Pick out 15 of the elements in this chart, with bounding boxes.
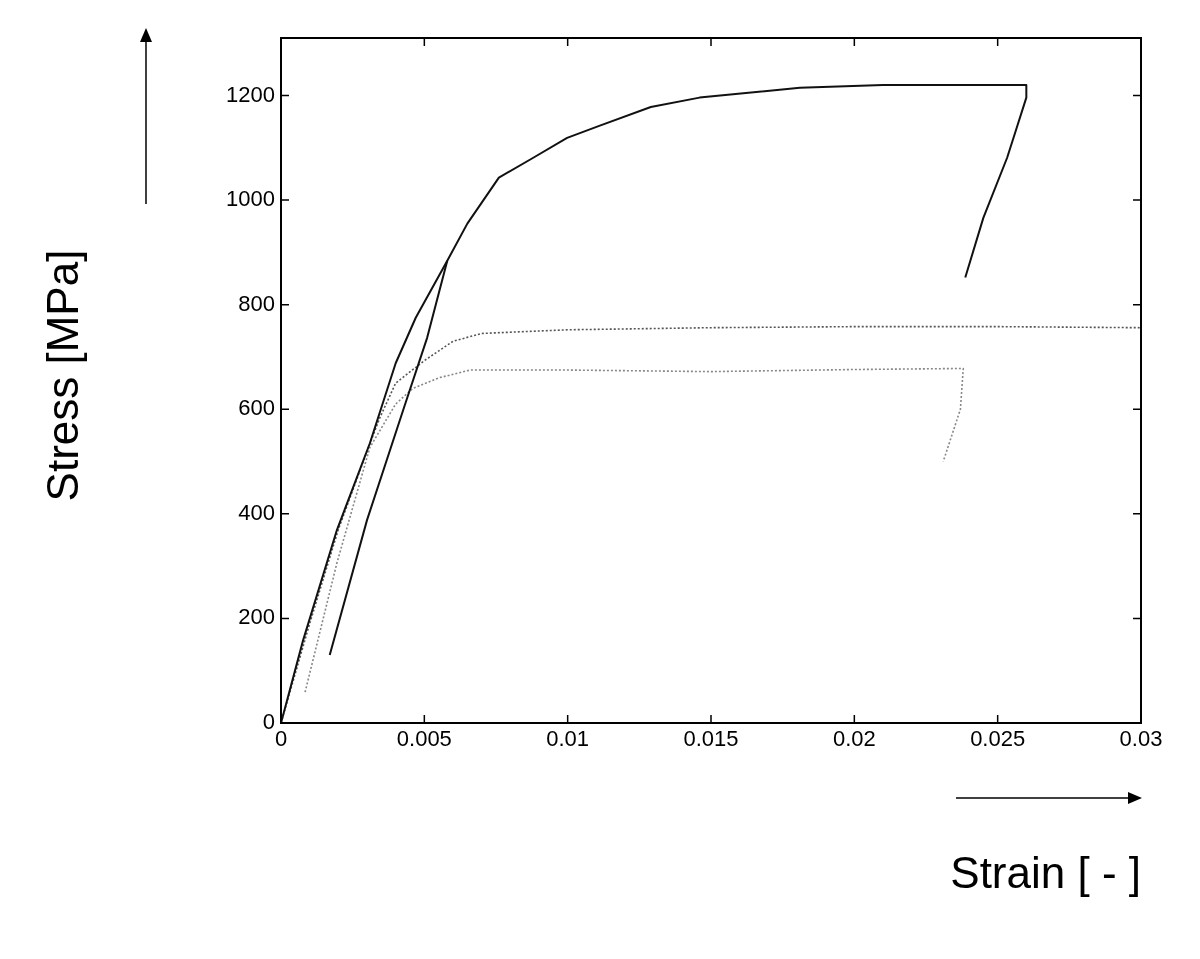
y-tick-label: 600 [238,395,275,421]
y-tick-label: 200 [238,604,275,630]
y-tick-label: 800 [238,290,275,316]
y-axis-title: Stress [MPa] [38,249,88,502]
x-tick-label: 0.03 [1119,726,1163,752]
y-tick-label: 0 [262,709,275,735]
x-tick-label: 0.005 [396,726,452,752]
x-axis-title: Strain [ - ] [950,848,1141,897]
y-tick-label: 400 [238,499,275,525]
x-tick-label: 0.02 [832,726,876,752]
x-tick-label: 0.015 [683,726,739,752]
x-tick-label: 0.01 [546,726,590,752]
x-tick-label: 0.025 [970,726,1026,752]
y-tick-label: 1200 [226,81,275,107]
y-tick-label: 1000 [226,186,275,212]
